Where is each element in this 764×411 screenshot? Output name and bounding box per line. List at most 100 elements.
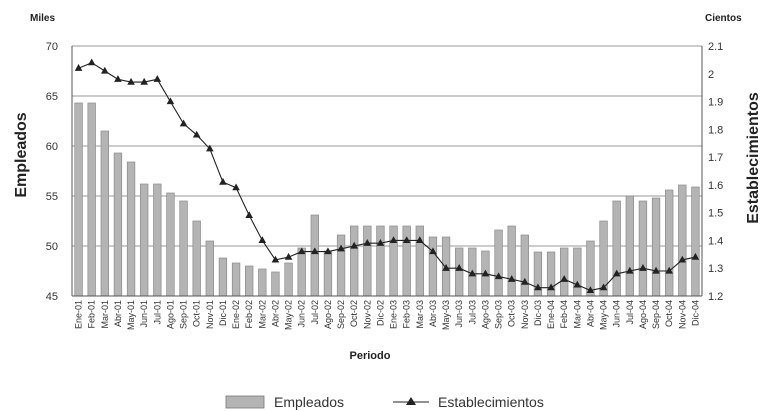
line-marker — [284, 252, 293, 260]
line-marker — [481, 269, 490, 277]
bar — [245, 265, 254, 297]
bar — [218, 257, 228, 297]
bar — [271, 271, 280, 297]
line-marker — [507, 275, 516, 282]
bar — [100, 130, 109, 297]
bar — [205, 240, 214, 297]
y-tick-label: 70 — [46, 41, 58, 53]
line-marker — [560, 275, 568, 282]
axes — [71, 46, 703, 297]
line-marker — [87, 58, 96, 66]
line-marker — [599, 283, 608, 291]
bar — [520, 234, 529, 297]
bar — [507, 225, 516, 297]
bar — [428, 236, 438, 297]
line-series-establecimientos — [74, 58, 700, 294]
line-marker — [678, 255, 687, 263]
x-tick-label: Abr-02 — [270, 300, 280, 327]
line-marker — [153, 75, 162, 82]
bar — [74, 102, 83, 297]
x-tick-label: Jun-03 — [454, 300, 464, 328]
line-marker — [101, 66, 109, 74]
y2-tick-label: 1.5 — [708, 208, 723, 220]
line-marker — [337, 244, 345, 252]
left-axis-unit: Miles — [30, 13, 55, 24]
x-tick-label: May-03 — [441, 300, 451, 330]
line-marker — [402, 236, 411, 244]
bar — [638, 200, 648, 297]
y2-tick-label: 2.1 — [708, 41, 723, 53]
line-marker — [297, 247, 306, 255]
bar — [651, 197, 661, 297]
x-tick-label: Nov-02 — [362, 300, 372, 329]
line-marker — [376, 239, 385, 246]
bar — [573, 247, 582, 297]
x-tick-label: Ene-04 — [546, 300, 556, 329]
line-marker — [416, 236, 424, 244]
line-marker — [626, 266, 634, 274]
bar — [297, 247, 306, 297]
line-marker — [127, 77, 135, 85]
bar — [179, 200, 188, 297]
x-tick-label: Feb-02 — [244, 300, 254, 329]
line-marker — [494, 272, 503, 280]
left-axis-ticks: 45 50 55 60 65 70 — [46, 41, 58, 303]
x-tick-label: Ene-02 — [231, 300, 241, 329]
line-marker — [311, 247, 319, 255]
x-tick-label: Ene-03 — [389, 300, 399, 329]
x-tick-label: May-01 — [126, 300, 136, 330]
y-axis-title: Empleados — [13, 112, 30, 197]
x-tick-label: Jun-02 — [297, 300, 307, 328]
x-tick-label: Sep-04 — [651, 300, 661, 329]
x-tick-label: Feb-03 — [402, 300, 412, 329]
bar-series-empleados — [74, 102, 700, 297]
bar — [258, 268, 267, 297]
bar — [363, 225, 372, 297]
x-tick-label: Oct-01 — [192, 300, 202, 327]
line-marker — [271, 255, 280, 263]
line-marker — [245, 211, 253, 219]
bar — [231, 262, 241, 297]
bar — [126, 161, 136, 297]
y2-tick-label: 2 — [708, 69, 714, 81]
x-tick-label: Nov-03 — [520, 300, 530, 329]
x-tick-label: Dic-01 — [218, 300, 228, 326]
bar — [310, 214, 319, 297]
x-tick-label: Sep-02 — [336, 300, 346, 329]
line-marker — [521, 277, 529, 285]
bar — [323, 250, 333, 297]
legend-label-empleados: Empleados — [274, 394, 344, 410]
bar — [192, 220, 201, 297]
y2-tick-label: 1.7 — [708, 152, 723, 164]
y2-tick-label: 1.3 — [708, 263, 723, 275]
bar — [166, 192, 175, 297]
y2-tick-label: 1.6 — [708, 180, 723, 192]
x-tick-label: Dic-04 — [690, 300, 700, 326]
x-tick-label: Oct-04 — [664, 300, 674, 327]
bar — [140, 183, 149, 297]
x-tick-label: Ago-02 — [323, 300, 333, 329]
y2-tick-label: 1.2 — [708, 291, 723, 303]
bar — [153, 183, 162, 297]
bar — [691, 186, 700, 297]
line-marker — [468, 269, 477, 277]
line-marker — [573, 280, 582, 288]
x-tick-label: Mar-02 — [257, 300, 267, 329]
bar — [612, 200, 621, 297]
x-tick-label: Jun-01 — [139, 300, 149, 328]
legend: Empleados Establecimientos — [225, 394, 544, 410]
x-tick-label: Dic-03 — [533, 300, 543, 326]
line-marker — [691, 252, 700, 260]
x-tick-label: Ago-04 — [638, 300, 648, 329]
line-marker — [586, 286, 595, 294]
bar — [113, 152, 123, 297]
y2-tick-label: 1.8 — [708, 124, 723, 136]
line-marker — [442, 264, 450, 271]
bar — [560, 247, 569, 297]
bar — [494, 229, 503, 297]
legend-marker-establecimientos — [406, 397, 416, 405]
x-tick-label: Ene-01 — [74, 300, 84, 329]
right-axis-ticks: 1.2 1.3 1.4 1.5 1.6 1.7 1.8 1.9 2 2.1 — [708, 41, 723, 303]
line-marker — [429, 247, 437, 255]
